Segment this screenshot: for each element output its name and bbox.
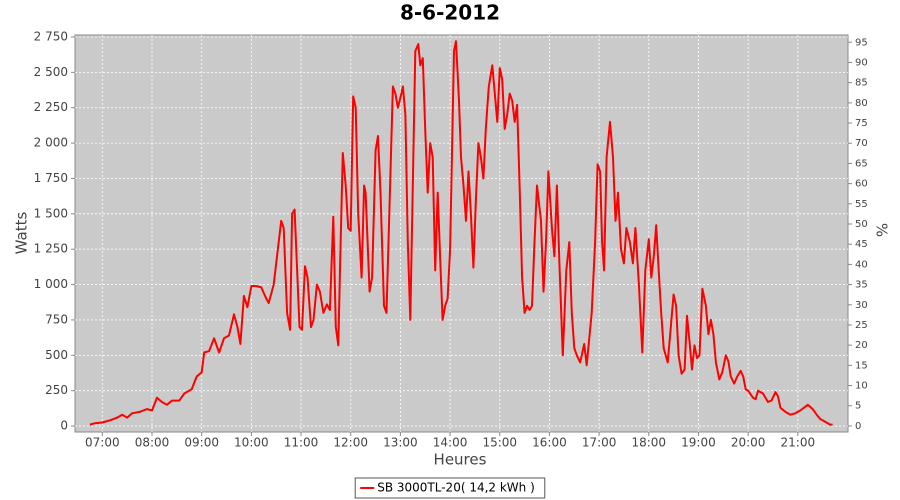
y2-tick-label: 70 — [855, 138, 868, 149]
x-tick-label: 21:00 — [781, 436, 816, 450]
y-tick-label: 2 500 — [34, 65, 68, 79]
y2-tick-label: 95 — [855, 37, 868, 48]
x-tick-label: 09:00 — [184, 436, 219, 450]
series-line — [89, 40, 833, 426]
x-tick-label: 10:00 — [234, 436, 269, 450]
x-tick-label: 17:00 — [582, 436, 617, 450]
plot-area — [74, 34, 849, 433]
x-tick-label: 13:00 — [383, 436, 418, 450]
chart-title: 8-6-2012 — [400, 1, 500, 25]
x-tick-label: 11:00 — [284, 436, 319, 450]
y-tick-label: 1 750 — [34, 171, 68, 185]
y2-tick-label: 60 — [855, 179, 868, 190]
y-tick-label: 750 — [45, 312, 68, 326]
x-tick-label: 14:00 — [433, 436, 468, 450]
y2-tick-label: 40 — [855, 259, 868, 270]
y2-tick-label: 55 — [855, 199, 868, 210]
y2-tick-label: 15 — [855, 360, 868, 371]
y-axis-label: Watts — [13, 212, 31, 255]
y2-tick-label: 85 — [855, 78, 868, 89]
x-axis-label: Heures — [434, 451, 487, 469]
y2-tick-label: 25 — [855, 320, 868, 331]
y2-tick-label: 20 — [855, 340, 868, 351]
x-tick-label: 19:00 — [681, 436, 716, 450]
y2-tick-label: 65 — [855, 158, 868, 169]
x-tick-label: 16:00 — [532, 436, 567, 450]
legend-box — [354, 477, 546, 499]
y-tick-label: 1 500 — [34, 206, 68, 220]
y2-tick-label: 35 — [855, 280, 868, 291]
y-tick-label: 2 750 — [34, 29, 68, 43]
x-tick-label: 12:00 — [333, 436, 368, 450]
x-tick-label: 08:00 — [135, 436, 170, 450]
y-tick-label: 0 — [60, 419, 68, 433]
y-tick-label: 250 — [45, 383, 68, 397]
y2-tick-label: 45 — [855, 239, 868, 250]
y-tick-label: 2 000 — [34, 136, 68, 150]
y2-tick-label: 75 — [855, 118, 868, 129]
y2-tick-label: 30 — [855, 300, 868, 311]
y-tick-label: 1 250 — [34, 242, 68, 256]
y2-tick-label: 80 — [855, 98, 868, 109]
legend: SB 3000TL-20( 14,2 kWh ) — [354, 477, 546, 499]
y-tick-label: 500 — [45, 348, 68, 362]
legend-label: SB 3000TL-20( 14,2 kWh ) — [377, 481, 535, 495]
y2-tick-label: 10 — [855, 381, 868, 392]
y2-tick-label: 5 — [855, 401, 861, 412]
y-tick-label: 1 000 — [34, 277, 68, 291]
x-tick-label: 20:00 — [731, 436, 766, 450]
y2-tick-label: 50 — [855, 219, 868, 230]
x-tick-label: 07:00 — [85, 436, 120, 450]
y-tick-label: 2 250 — [34, 100, 68, 114]
y2-tick-label: 90 — [855, 57, 868, 68]
x-tick-label: 18:00 — [631, 436, 666, 450]
x-tick-label: 15:00 — [482, 436, 517, 450]
y2-axis-label: % — [873, 223, 891, 237]
y2-tick-label: 0 — [855, 421, 861, 432]
